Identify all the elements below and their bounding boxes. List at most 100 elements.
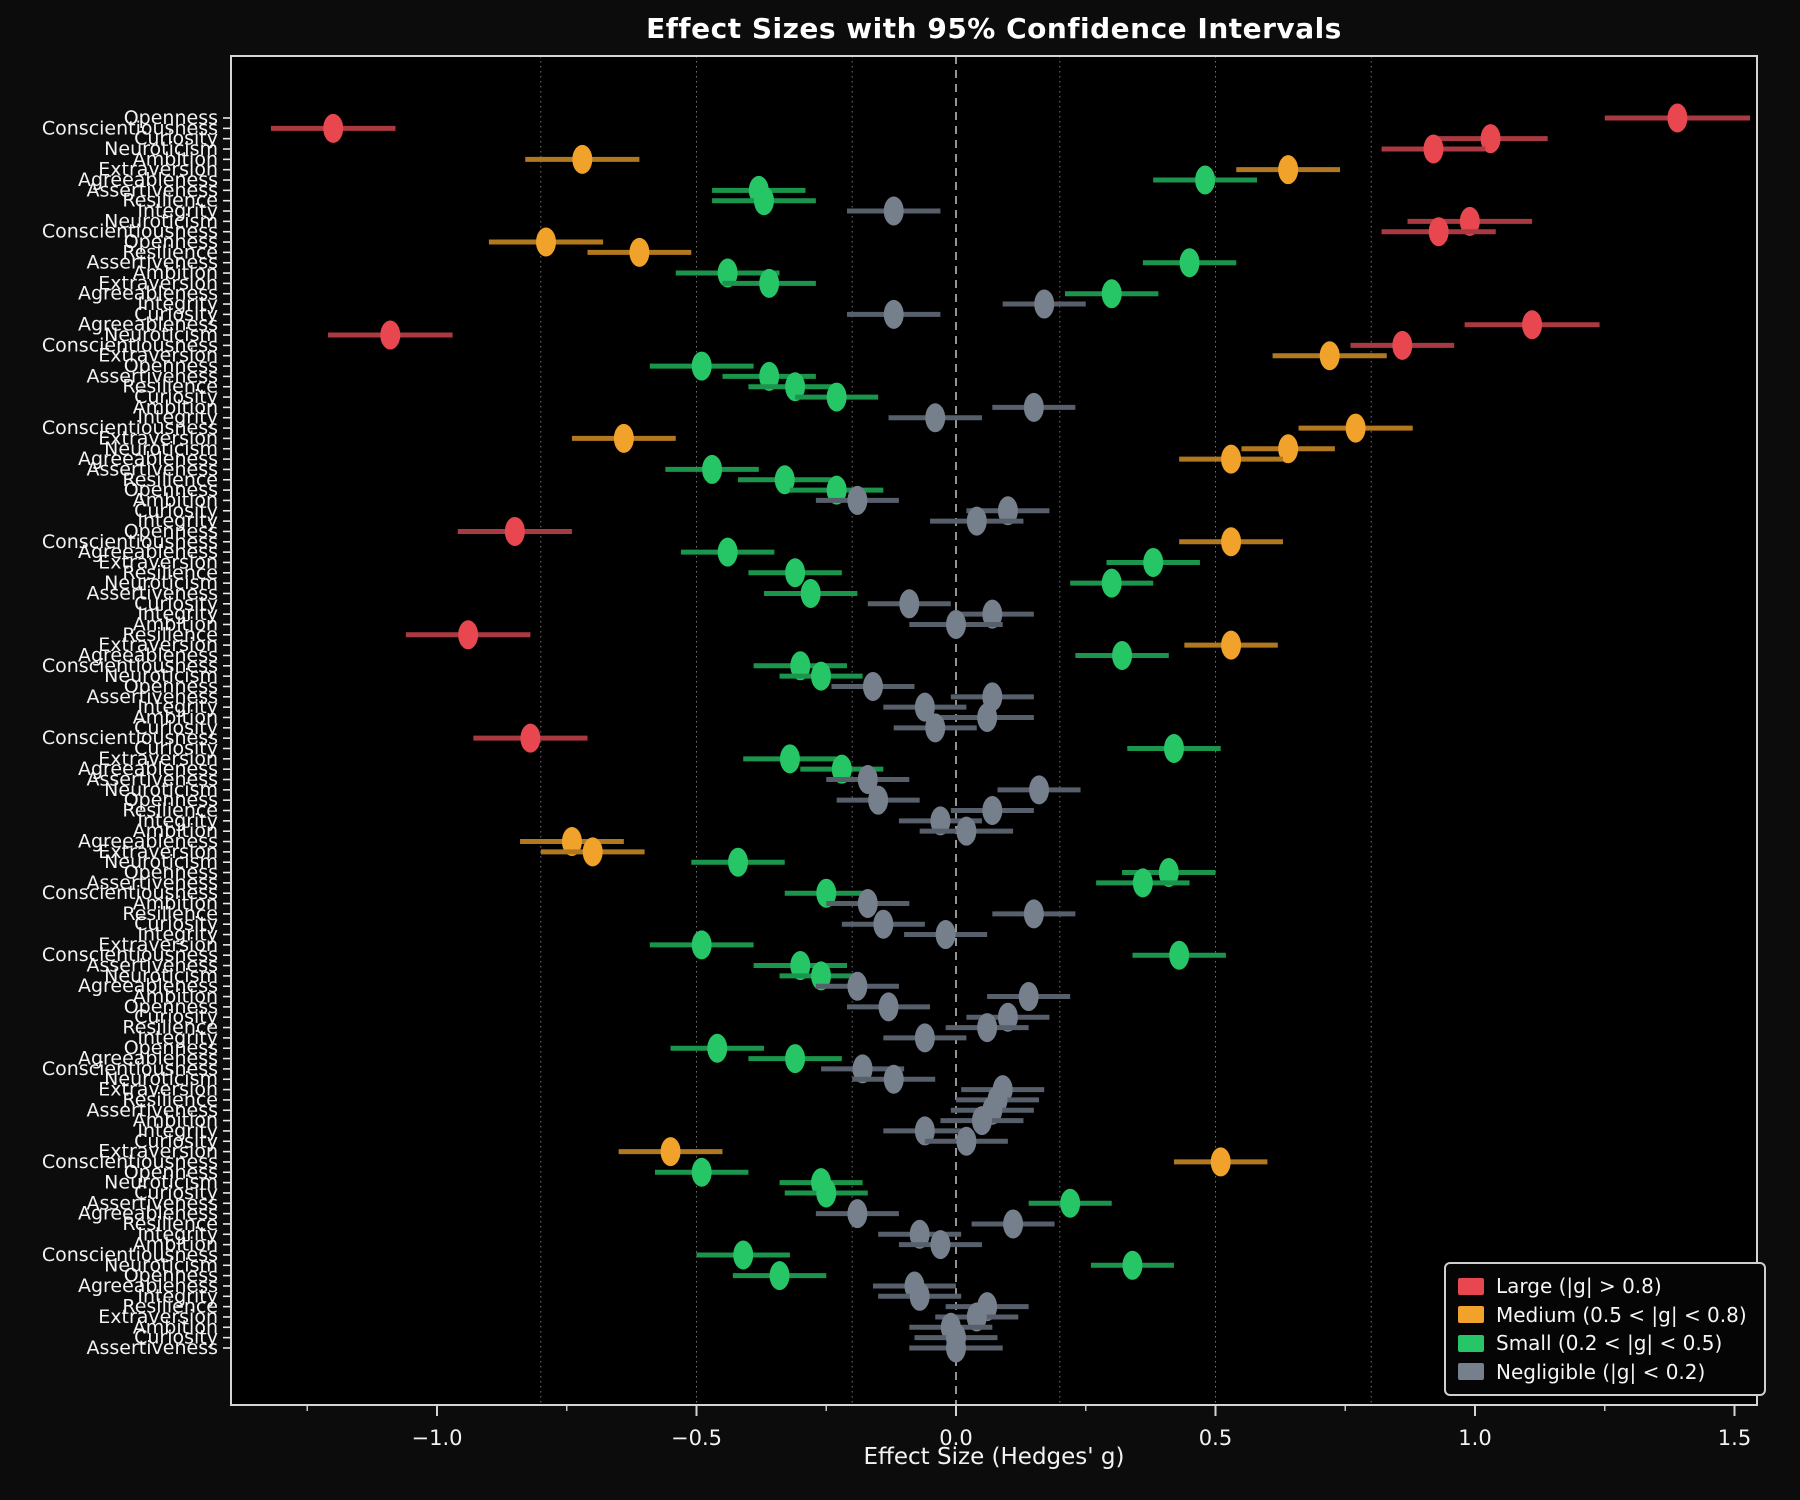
y-axis-label: Conscientiousness [42, 417, 218, 439]
plot-background [231, 56, 1757, 1405]
y-axis-label: Integrity [137, 924, 218, 946]
legend-swatch-small [1458, 1334, 1484, 1352]
y-axis-label: Openness [124, 1265, 218, 1287]
y-axis-label: Integrity [137, 1120, 218, 1142]
y-axis-label: Integrity [137, 696, 218, 718]
y-axis-label: Conscientiousness [42, 531, 218, 553]
effect-marker [520, 723, 541, 753]
effect-marker [816, 1178, 837, 1208]
y-axis-label: Integrity [137, 1027, 218, 1049]
effect-marker [1003, 1209, 1024, 1239]
effect-marker [728, 847, 749, 877]
y-axis-label: Resilience [122, 1089, 218, 1111]
effect-marker [857, 889, 878, 919]
effect-marker [816, 878, 837, 908]
y-axis-label: Ambition [133, 986, 218, 1008]
effect-marker [997, 1002, 1018, 1032]
effect-marker [785, 1044, 806, 1074]
legend-item: Large (|g| > 0.8) [1458, 1272, 1752, 1300]
effect-marker [753, 186, 774, 216]
y-axis-label: Conscientiousness [42, 944, 218, 966]
y-axis-label: Extraversion [98, 551, 218, 573]
y-axis-label: Openness [124, 107, 218, 129]
y-axis-label: Curiosity [134, 717, 218, 739]
y-axis-label: Neuroticism [104, 572, 218, 594]
effect-marker [914, 1116, 935, 1146]
legend-item: Small (0.2 < |g| < 0.5) [1458, 1329, 1752, 1357]
y-axis-label: Resilience [122, 1017, 218, 1039]
effect-marker [878, 992, 899, 1022]
y-axis-label: Resilience [122, 800, 218, 822]
y-axis-label: Agreeableness [78, 314, 218, 336]
y-axis-label: Curiosity [134, 386, 218, 408]
effect-marker [717, 537, 738, 567]
effect-marker [971, 1106, 992, 1136]
legend-label: Negligible (|g| < 0.2) [1496, 1359, 1706, 1384]
y-axis-label: Extraversion [98, 1306, 218, 1328]
effect-marker [1428, 217, 1449, 247]
effect-marker [997, 496, 1018, 526]
y-axis-label: Resilience [122, 562, 218, 584]
effect-marker [380, 320, 401, 350]
y-axis-label: Agreeableness [78, 541, 218, 563]
y-axis-label: Openness [124, 479, 218, 501]
y-axis-label: Agreeableness [78, 1048, 218, 1070]
effect-marker [899, 589, 920, 619]
effect-marker [1101, 568, 1122, 598]
axes-spines [230, 55, 1758, 1406]
effect-marker [691, 351, 712, 381]
x-tick-label: 1.0 [1458, 1426, 1491, 1450]
effect-marker [1122, 1250, 1143, 1280]
legend-item: Medium (0.5 < |g| < 0.8) [1458, 1301, 1752, 1329]
effect-marker [759, 268, 780, 298]
y-axis-label: Neuroticism [104, 965, 218, 987]
y-axis-label: Neuroticism [104, 324, 218, 346]
effect-marker [925, 713, 946, 743]
y-axis-label: Ambition [133, 148, 218, 170]
effect-marker [1522, 310, 1543, 340]
effect-marker [909, 1281, 930, 1311]
effect-marker [847, 971, 868, 1001]
effect-marker [982, 599, 1003, 629]
effect-marker [1132, 868, 1153, 898]
y-axis-label: Conscientiousness [42, 334, 218, 356]
y-axis-label: Conscientiousness [42, 655, 218, 677]
y-axis-label: Ambition [133, 1234, 218, 1256]
effect-marker [1023, 392, 1044, 422]
y-axis-label: Assertiveness [87, 955, 219, 977]
y-axis-label: Ambition [133, 1316, 218, 1338]
legend-swatch-large [1458, 1277, 1484, 1295]
y-axis-label: Ambition [133, 1110, 218, 1132]
y-axis-label: Integrity [137, 1223, 218, 1245]
effect-marker [561, 827, 582, 857]
effect-marker [826, 382, 847, 412]
y-axis-label: Openness [124, 996, 218, 1018]
y-axis-label: Conscientiousness [42, 727, 218, 749]
y-axis-label: Extraversion [98, 159, 218, 181]
y-axis-label: Ambition [133, 613, 218, 635]
y-axis-label: Openness [124, 1037, 218, 1059]
y-axis-label: Neuroticism [104, 438, 218, 460]
effect-marker [1480, 124, 1501, 154]
effect-marker [1029, 775, 1050, 805]
y-axis-label: Neuroticism [104, 138, 218, 160]
y-axis-label: Assertiveness [87, 1099, 219, 1121]
y-axis-label: Resilience [122, 376, 218, 398]
effect-marker [790, 951, 811, 981]
effect-marker [613, 423, 634, 453]
effect-marker [977, 1013, 998, 1043]
effect-marker [982, 796, 1003, 826]
x-axis-label: Effect Size (Hedges' g) [863, 1444, 1125, 1470]
y-axis-label: Agreeableness [78, 644, 218, 666]
effect-marker [785, 558, 806, 588]
y-axis-label: Extraversion [98, 634, 218, 656]
effect-marker [1023, 899, 1044, 929]
effect-marker [1143, 547, 1164, 577]
y-axis-label: Curiosity [134, 500, 218, 522]
effect-marker [1179, 248, 1200, 278]
effect-marker [914, 1023, 935, 1053]
y-axis-label: Assertiveness [87, 458, 219, 480]
y-axis-label: Conscientiousness [42, 117, 218, 139]
effect-marker [1221, 444, 1242, 474]
